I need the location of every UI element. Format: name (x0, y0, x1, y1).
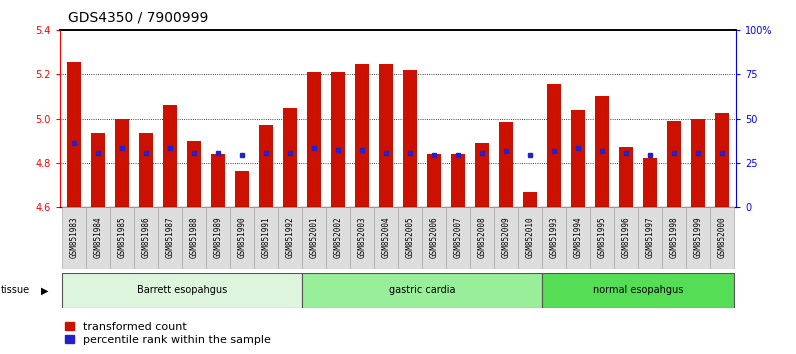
Text: GSM851996: GSM851996 (622, 216, 630, 258)
Text: GSM851994: GSM851994 (573, 216, 583, 258)
Bar (686, 207, 710, 269)
Bar (92, 133, 105, 207)
Bar (158, 207, 182, 269)
Bar (331, 72, 345, 207)
Bar (355, 64, 369, 207)
Bar (188, 141, 201, 207)
Bar (404, 70, 416, 207)
Bar (68, 62, 80, 207)
Bar (542, 207, 566, 269)
Bar (398, 207, 422, 269)
Bar (499, 122, 513, 207)
Text: GSM851985: GSM851985 (118, 216, 127, 258)
Bar (619, 147, 633, 207)
Bar (350, 207, 374, 269)
Text: GSM851987: GSM851987 (166, 216, 174, 258)
Text: normal esopahgus: normal esopahgus (593, 285, 683, 295)
Text: GSM851997: GSM851997 (646, 216, 654, 258)
Text: GSM852001: GSM852001 (310, 216, 318, 258)
Bar (523, 192, 537, 207)
Text: GDS4350 / 7900999: GDS4350 / 7900999 (68, 11, 208, 25)
Text: gastric cardia: gastric cardia (388, 285, 455, 295)
Bar (62, 207, 86, 269)
Bar (643, 159, 657, 207)
Bar (548, 84, 560, 207)
Bar (212, 154, 224, 207)
Bar (163, 105, 177, 207)
Text: GSM851988: GSM851988 (189, 216, 198, 258)
Text: GSM851990: GSM851990 (237, 216, 247, 258)
Text: GSM851989: GSM851989 (213, 216, 223, 258)
Text: GSM851986: GSM851986 (142, 216, 150, 258)
Bar (259, 125, 273, 207)
Bar (427, 154, 441, 207)
Bar (518, 207, 542, 269)
Text: GSM851983: GSM851983 (69, 216, 79, 258)
Bar (110, 207, 134, 269)
Bar (475, 143, 489, 207)
Bar (230, 207, 254, 269)
Bar (236, 171, 248, 207)
Bar (62, 273, 302, 308)
Bar (572, 110, 584, 207)
Text: GSM851992: GSM851992 (286, 216, 295, 258)
Bar (691, 119, 704, 207)
Bar (667, 121, 681, 207)
Bar (374, 207, 398, 269)
Bar (86, 207, 110, 269)
Bar (716, 113, 728, 207)
Bar (115, 119, 129, 207)
Text: GSM851998: GSM851998 (669, 216, 678, 258)
Bar (590, 207, 614, 269)
Text: GSM851993: GSM851993 (549, 216, 559, 258)
Text: Barrett esopahgus: Barrett esopahgus (137, 285, 227, 295)
Text: GSM852002: GSM852002 (334, 216, 342, 258)
Bar (542, 273, 734, 308)
Bar (302, 273, 542, 308)
Bar (380, 64, 392, 207)
Text: GSM852007: GSM852007 (454, 216, 462, 258)
Legend: transformed count, percentile rank within the sample: transformed count, percentile rank withi… (65, 321, 271, 345)
Bar (494, 207, 518, 269)
Text: ▶: ▶ (41, 285, 49, 295)
Text: GSM852010: GSM852010 (525, 216, 534, 258)
Bar (139, 133, 153, 207)
Text: GSM851991: GSM851991 (262, 216, 271, 258)
Text: GSM851995: GSM851995 (598, 216, 607, 258)
Bar (710, 207, 734, 269)
Bar (283, 108, 297, 207)
Bar (638, 207, 662, 269)
Bar (422, 207, 446, 269)
Bar (662, 207, 686, 269)
Bar (134, 207, 158, 269)
Text: GSM851984: GSM851984 (94, 216, 103, 258)
Bar (182, 207, 206, 269)
Bar (302, 207, 326, 269)
Bar (566, 207, 590, 269)
Bar (614, 207, 638, 269)
Bar (254, 207, 278, 269)
Bar (307, 72, 321, 207)
Bar (451, 154, 465, 207)
Bar (278, 207, 302, 269)
Text: tissue: tissue (1, 285, 30, 295)
Bar (206, 207, 230, 269)
Text: GSM852009: GSM852009 (501, 216, 510, 258)
Bar (326, 207, 350, 269)
Text: GSM852003: GSM852003 (357, 216, 366, 258)
Text: GSM852005: GSM852005 (405, 216, 415, 258)
Bar (595, 97, 608, 207)
Text: GSM851999: GSM851999 (693, 216, 702, 258)
Bar (446, 207, 470, 269)
Text: GSM852000: GSM852000 (717, 216, 727, 258)
Text: GSM852004: GSM852004 (381, 216, 391, 258)
Text: GSM852008: GSM852008 (478, 216, 486, 258)
Bar (470, 207, 494, 269)
Text: GSM852006: GSM852006 (430, 216, 439, 258)
